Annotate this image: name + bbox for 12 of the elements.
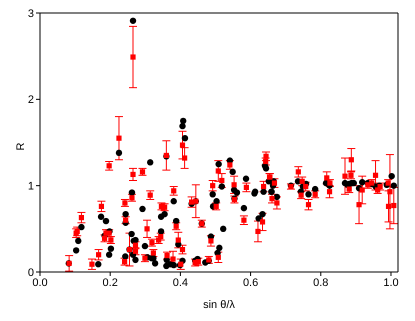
x-tick-label: 0.2: [102, 276, 118, 289]
x-tick-label: 1.0: [383, 276, 399, 289]
x-tick-label: 0.0: [32, 276, 48, 289]
x-tick-label: 0.6: [242, 276, 258, 289]
y-tick-label: 3: [28, 8, 34, 20]
y-tick-label: 0: [28, 266, 34, 279]
y-tick-label: 1: [28, 180, 34, 193]
y-tick-label: 2: [28, 94, 34, 106]
x-axis-title: sin θ/λ: [203, 299, 236, 311]
y-axis-title: R: [14, 142, 27, 150]
x-tick-label: 0.8: [313, 276, 328, 289]
x-tick-label: 0.4: [172, 276, 188, 289]
